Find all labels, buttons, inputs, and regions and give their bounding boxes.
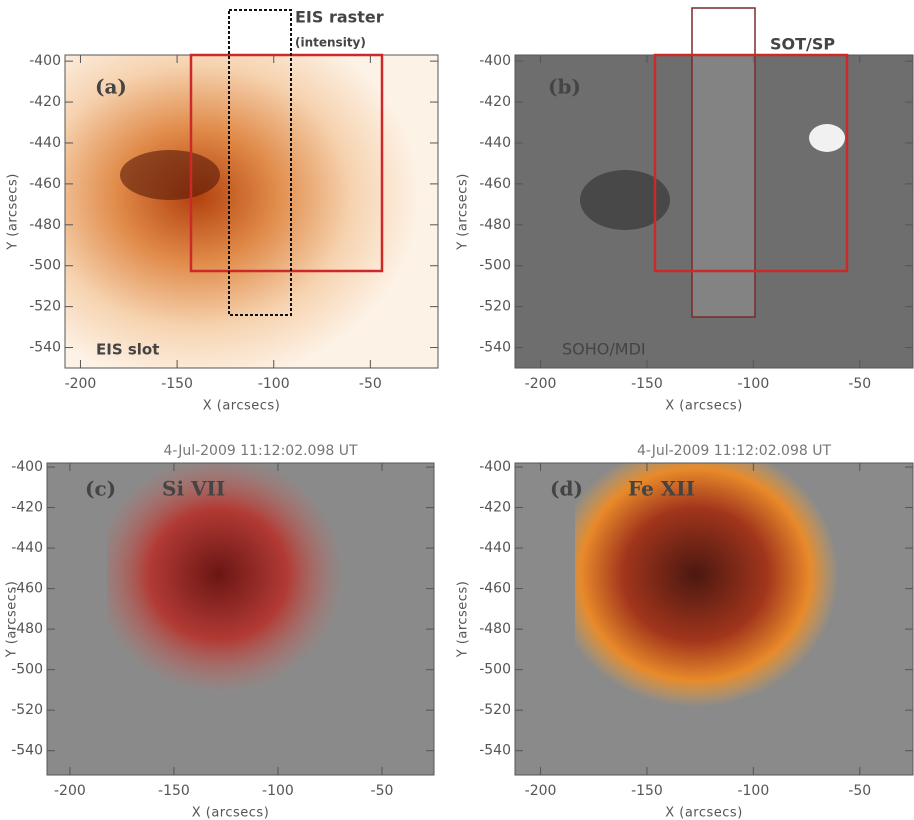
y-tick-label: -440 xyxy=(479,540,511,556)
annotation: (intensity) xyxy=(295,36,366,50)
x-axis-label: X (arcsecs) xyxy=(192,806,270,820)
x-tick-label: -100 xyxy=(262,783,294,799)
y-tick-label: -480 xyxy=(479,621,511,637)
y-tick-label: -480 xyxy=(29,217,61,233)
y-tick-label: -520 xyxy=(11,702,43,718)
y-axis-label: Y (arcsecs) xyxy=(5,581,20,659)
panels: -200 -150 -100 -50 -400 -420 -440 -460 -480 -500 -… xyxy=(5,8,914,820)
panel: -200 -150 -100 -50 -400 -420 -440 -460 -480 -500 -… xyxy=(456,35,914,414)
y-tick-label: -400 xyxy=(11,459,43,475)
panel-title: 4-Jul-2009 11:12:02.098 UT xyxy=(637,443,832,459)
y-tick-label: -520 xyxy=(29,299,61,315)
y-tick-label: -480 xyxy=(479,217,511,233)
x-axis-label: X (arcsecs) xyxy=(203,399,281,414)
x-tick-label: -100 xyxy=(737,376,769,392)
x-tick-label: -200 xyxy=(54,783,86,799)
x-tick-label: -100 xyxy=(258,376,290,392)
magnetic-blob xyxy=(580,170,670,230)
y-tick-label: -540 xyxy=(11,743,43,759)
panel: -200-150-100-50-400-420-440-460-480-500-… xyxy=(5,443,435,820)
y-tick-label: -440 xyxy=(11,540,43,556)
y-tick-label: -460 xyxy=(29,176,61,192)
panel-label: (d) xyxy=(550,477,583,501)
y-tick-label: -540 xyxy=(479,743,511,759)
annotation: Si VII xyxy=(162,477,225,501)
annotation: SOHO/MDI xyxy=(562,340,646,359)
y-tick-label: -400 xyxy=(29,53,61,69)
y-tick-label: -500 xyxy=(29,258,61,274)
x-tick-label: -150 xyxy=(161,376,193,392)
x-tick-label: -200 xyxy=(525,783,557,799)
x-axis-label: X (arcsecs) xyxy=(665,399,743,414)
y-tick-label: -420 xyxy=(11,500,43,516)
panel-label: (c) xyxy=(85,477,116,501)
y-tick-label: -420 xyxy=(479,500,511,516)
y-tick-label: -520 xyxy=(479,299,511,315)
y-tick-label: -520 xyxy=(479,702,511,718)
x-tick-label: -200 xyxy=(65,376,97,392)
panel-title: 4-Jul-2009 11:12:02.098 UT xyxy=(163,443,358,459)
x-tick-label: -100 xyxy=(737,783,769,799)
x-tick-label: -50 xyxy=(848,783,871,799)
y-tick-label: -400 xyxy=(479,53,511,69)
panel-label: (a) xyxy=(95,75,127,99)
y-axis-label: Y (arcsecs) xyxy=(456,173,471,251)
x-tick-label: -50 xyxy=(848,376,871,392)
y-tick-label: -420 xyxy=(29,94,61,110)
panel: -200 -150 -100 -50 -400 -420 -440 -460 -480 -500 -… xyxy=(456,443,914,820)
annotation: EIS slot xyxy=(96,341,159,359)
x-tick-label: -200 xyxy=(525,376,557,392)
y-axis-label: Y (arcsecs) xyxy=(456,581,471,659)
y-tick-label: -460 xyxy=(479,581,511,597)
y-axis-label: Y (arcsecs) xyxy=(6,173,21,251)
panel-label: (b) xyxy=(548,75,581,99)
x-tick-label: -50 xyxy=(371,783,394,799)
y-tick-label: -400 xyxy=(479,459,511,475)
x-tick-label: -50 xyxy=(359,376,382,392)
annotation: SOT/SP xyxy=(770,35,835,54)
y-tick-label: -440 xyxy=(479,135,511,151)
annotation: Fe XII xyxy=(628,477,695,501)
emission-overlay xyxy=(575,463,862,728)
y-tick-label: -540 xyxy=(479,340,511,356)
y-tick-label: -460 xyxy=(479,176,511,192)
y-tick-label: -500 xyxy=(479,258,511,274)
x-tick-label: -150 xyxy=(631,783,663,799)
emission-overlay xyxy=(107,463,386,728)
y-tick-label: -500 xyxy=(479,662,511,678)
y-tick-label: -440 xyxy=(29,135,61,151)
figure: -200 -150 -100 -50 -400 -420 -440 -460 -480 -500 -… xyxy=(0,0,914,820)
y-tick-label: -420 xyxy=(479,94,511,110)
emission-core xyxy=(120,150,220,200)
x-axis-label: X (arcsecs) xyxy=(665,806,743,820)
magnetic-blob xyxy=(809,124,845,152)
panel: -200 -150 -100 -50 -400 -420 -440 -460 -480 -500 -… xyxy=(6,8,439,414)
y-tick-label: -500 xyxy=(11,662,43,678)
x-tick-label: -150 xyxy=(158,783,190,799)
y-tick-label: -540 xyxy=(29,340,61,356)
annotation: EIS raster xyxy=(295,8,384,27)
x-tick-label: -150 xyxy=(631,376,663,392)
